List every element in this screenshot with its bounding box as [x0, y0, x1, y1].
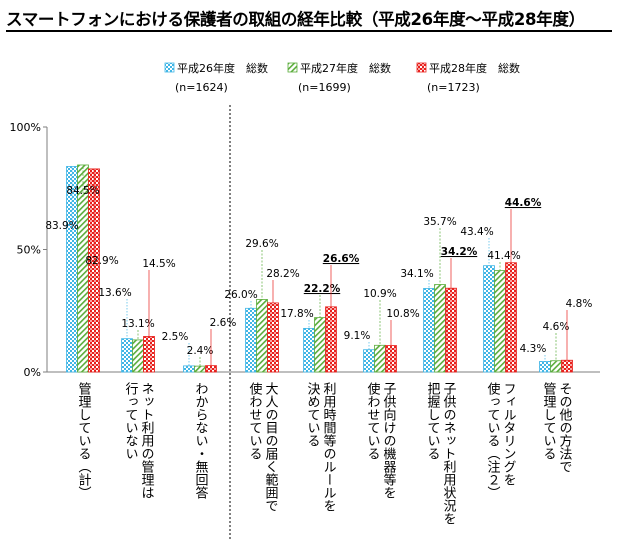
category-label: 子供向けの機器等を	[381, 382, 397, 499]
category-label: ネット利用の管理は	[139, 382, 155, 499]
value-label: 10.8%	[386, 308, 419, 320]
value-label: 10.9%	[363, 288, 396, 300]
category-label: 使わせている	[247, 381, 263, 460]
bar	[132, 339, 144, 373]
bar	[550, 360, 562, 373]
bar	[314, 317, 326, 373]
value-label: 29.6%	[245, 238, 278, 250]
bar	[434, 284, 446, 373]
value-label: 84.5%	[66, 185, 99, 197]
bar	[66, 166, 78, 373]
bar	[245, 307, 257, 373]
category-label: 管理している（計）	[76, 382, 92, 499]
chart-title: スマートフォンにおける保護者の取組の経年比較（平成26年度～平成28年度）	[6, 10, 585, 29]
y-tick-label: 50%	[17, 244, 41, 257]
value-label: 34.2%	[441, 246, 478, 258]
value-label: 44.6%	[505, 197, 542, 209]
legend-label: 平成27年度 総数	[300, 61, 391, 75]
legend-label: 平成28年度 総数	[429, 61, 520, 75]
bar	[325, 306, 337, 373]
value-label: 17.8%	[280, 308, 313, 320]
bar	[194, 365, 206, 373]
category-label: 決めている	[305, 382, 321, 447]
category-label: 把握している	[425, 382, 441, 460]
value-label: 4.8%	[566, 298, 593, 310]
legend-label: 平成26年度 総数	[177, 61, 268, 75]
legend-swatch	[416, 62, 427, 73]
bar	[267, 302, 279, 373]
bar	[385, 345, 397, 373]
bar	[561, 359, 573, 373]
category-label: 子供のネット利用状況を	[441, 382, 457, 525]
bar	[483, 265, 495, 373]
category-label: フィルタリングを	[501, 382, 517, 486]
legend-n-label: (n=1624)	[175, 81, 228, 94]
value-label: 13.1%	[121, 318, 154, 330]
category-label: 大人の目の届く範囲で	[263, 382, 279, 512]
bar	[256, 299, 268, 373]
bar	[539, 361, 551, 373]
value-label: 14.5%	[142, 258, 175, 270]
value-label: 4.3%	[520, 343, 547, 355]
value-label: 13.6%	[98, 287, 131, 299]
value-label: 9.1%	[344, 330, 371, 342]
value-label: 43.4%	[460, 226, 493, 238]
category-label: 行っていない	[123, 382, 139, 460]
title-underline	[6, 30, 612, 32]
value-label: 22.2%	[304, 283, 341, 295]
legend: 平成26年度 総数 (n=1624) 平成27年度 総数 (n=1699) 平成28年度…	[164, 61, 520, 94]
category-label: 管理している	[541, 382, 557, 460]
bar	[205, 365, 217, 373]
legend-swatch	[287, 62, 298, 73]
value-label: 28.2%	[266, 268, 299, 280]
category-label: 使わせている	[365, 381, 381, 460]
bar	[505, 262, 517, 373]
bars	[66, 164, 573, 373]
value-label: 34.1%	[400, 268, 433, 280]
value-labels: 83.9% 13.6% 2.5% 26.0% 17.8% 9.1% 34.1% 43.4% 4.…	[45, 164, 593, 367]
bar	[494, 270, 506, 373]
category-label: わからない・無回答	[193, 382, 209, 499]
value-label: 26.6%	[323, 253, 360, 265]
category-label: その他の方法で	[557, 382, 573, 473]
value-label: 2.5%	[162, 331, 189, 343]
y-tick-label: 0%	[24, 366, 41, 379]
value-label: 35.7%	[423, 216, 456, 228]
bar	[121, 338, 133, 373]
bar	[183, 365, 195, 373]
bar	[423, 288, 435, 373]
y-tick-label: 100%	[10, 121, 41, 134]
category-label: 利用時間等のルールを	[321, 382, 337, 512]
value-label: 2.4%	[187, 345, 214, 357]
bar	[143, 336, 155, 373]
category-label: 使っている（注２）	[485, 381, 501, 499]
value-label: 41.4%	[487, 250, 520, 262]
value-label: 2.6%	[210, 317, 237, 329]
bar	[363, 349, 375, 373]
legend-swatch	[164, 62, 175, 73]
value-label: 4.6%	[543, 321, 570, 333]
value-label: 26.0%	[224, 289, 257, 301]
bar	[445, 287, 457, 373]
legend-n-label: (n=1723)	[427, 81, 480, 94]
bar	[374, 344, 386, 373]
legend-n-label: (n=1699)	[298, 81, 351, 94]
value-label: 83.9%	[45, 220, 78, 232]
value-label: 82.9%	[85, 255, 118, 267]
bar	[303, 327, 315, 373]
